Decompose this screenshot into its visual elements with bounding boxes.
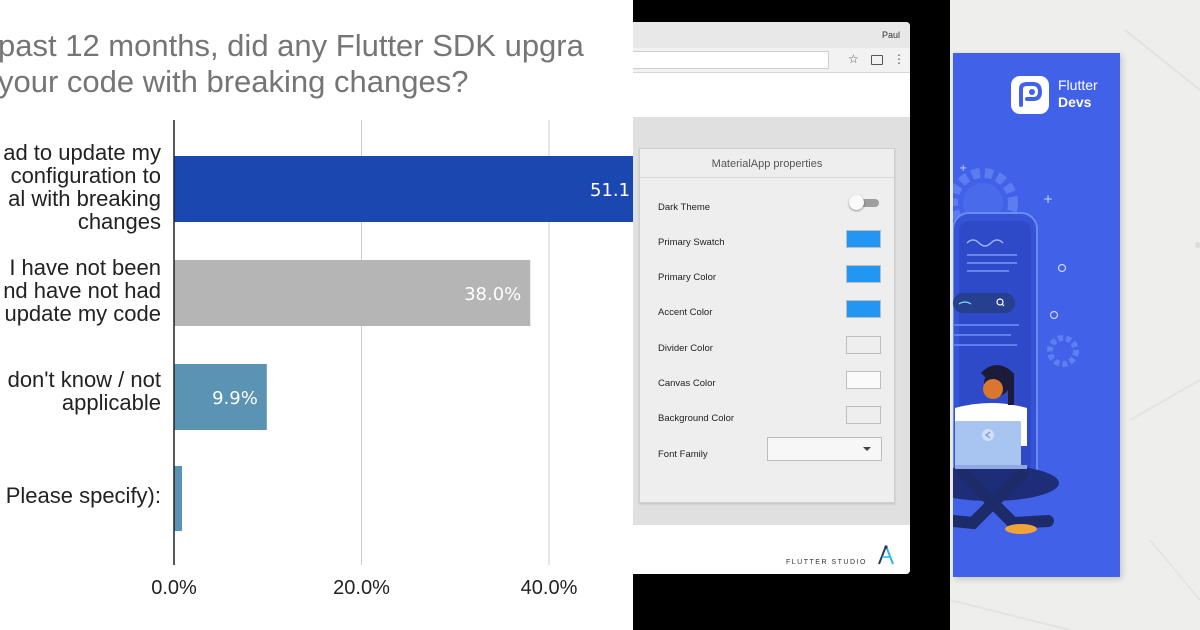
divider (640, 177, 894, 178)
property-label: Divider Color (658, 343, 713, 354)
property-row-primary-color: Primary Color (640, 265, 894, 291)
category-label-line: Please specify): (5, 483, 161, 508)
flutter-studio-brand: FLUTTER STUDIO (786, 559, 867, 566)
flutter-devs-brand: Flutter Devs (1058, 77, 1098, 111)
category-label-line: configuration to (10, 163, 161, 188)
flutter-devs-logo-icon (1011, 76, 1049, 114)
chart-title-line-1: past 12 months, did any Flutter SDK upgr… (0, 28, 584, 63)
back-arrow-icon (984, 431, 991, 439)
properties-panel: MaterialApp properties Dark Theme Primar… (639, 148, 895, 503)
property-label: Primary Color (658, 272, 717, 283)
browser-window: Paul ☆ ⋮ MaterialApp properties Dark The… (633, 22, 910, 574)
property-row-accent-color: Accent Color (640, 300, 894, 326)
tick-label: 40.0% (521, 577, 578, 599)
property-row-dark-theme: Dark Theme (640, 195, 894, 221)
search-icon (996, 298, 1005, 307)
studio-footer: FLUTTER STUDIO (633, 525, 910, 574)
browser-address-bar: ☆ ⋮ (633, 48, 910, 73)
properties-panel-title: MaterialApp properties (711, 158, 823, 170)
property-label: Dark Theme (658, 202, 711, 213)
category-label: I have not been nd have not had update my … (3, 256, 161, 325)
category-label-line: changes (77, 209, 161, 234)
menu-icon[interactable]: ⋮ (893, 52, 905, 66)
property-row-background-color: Background Color (640, 406, 894, 432)
cast-icon[interactable] (871, 55, 883, 65)
survey-bar-chart: 51.1 38.0% 9.9% 0.0% 20.0% 40.0% (151, 120, 633, 599)
divider-color-picker[interactable] (846, 336, 881, 354)
tick-label: 0.0% (151, 577, 197, 599)
category-label: ad to update my configuration to al with b… (3, 141, 161, 233)
profile-name[interactable]: Paul (881, 30, 900, 40)
data-label: 9.9% (212, 388, 258, 409)
data-label: 38.0% (464, 284, 521, 305)
url-field[interactable] (633, 51, 829, 69)
tick-label: 20.0% (333, 577, 390, 599)
paper-texture (950, 29, 1200, 630)
bar (174, 364, 267, 430)
category-label-line: applicable (61, 390, 161, 415)
chart-title-line-2: your code with breaking changes? (0, 64, 469, 99)
app-toolbar (633, 73, 910, 117)
data-label: 51.1 (590, 180, 630, 201)
developer-illustration: + + (953, 163, 1079, 534)
survey-chart-panel: 51.1 38.0% 9.9% 0.0% 20.0% 40.0% past 12 mont… (0, 0, 633, 630)
bar (174, 466, 182, 531)
chevron-down-icon[interactable] (863, 447, 871, 451)
brand-line-1: Flutter (1058, 77, 1098, 93)
category-label-line: update my code (4, 301, 161, 326)
category-label-line: I have not been (9, 255, 161, 280)
property-row-primary-swatch: Primary Swatch (640, 230, 894, 256)
flutter-studio-panel: Paul ☆ ⋮ MaterialApp properties Dark The… (633, 0, 950, 630)
workspace: MaterialApp properties Dark Theme Primar… (633, 117, 910, 525)
primary-color-picker[interactable] (846, 265, 881, 283)
property-row-divider-color: Divider Color (640, 336, 894, 362)
category-label: don't know / not applicable (8, 368, 161, 414)
toggle-thumb[interactable] (849, 195, 864, 210)
property-row-canvas-color: Canvas Color (640, 371, 894, 397)
flutter-devs-card: + + (953, 53, 1120, 577)
accent-color-picker[interactable] (846, 300, 881, 318)
star-icon[interactable]: ☆ (848, 52, 859, 66)
canvas-color-picker[interactable] (846, 371, 881, 389)
font-family-select[interactable] (767, 437, 882, 461)
category-label-line: al with breaking (8, 186, 161, 211)
dark-theme-toggle[interactable] (849, 195, 879, 210)
flutter-devs-panel: + + (950, 0, 1200, 630)
svg-text:+: + (959, 163, 967, 174)
primary-swatch-color-picker[interactable] (846, 230, 881, 248)
property-label: Accent Color (658, 307, 713, 318)
brand-line-2: Devs (1058, 94, 1092, 110)
property-row-font-family: Font Family (640, 437, 894, 468)
category-label-line: don't know / not (7, 367, 161, 392)
svg-text:+: + (1043, 192, 1053, 206)
chart-title: past 12 months, did any Flutter SDK upgr… (0, 28, 633, 100)
category-label: Please specify): (6, 484, 161, 507)
bar (174, 260, 531, 326)
category-label-line: ad to update my (3, 140, 161, 165)
property-label: Font Family (658, 449, 708, 460)
bar (174, 156, 633, 222)
category-label-line: nd have not had (3, 278, 161, 303)
browser-titlebar: Paul (633, 22, 910, 48)
background-color-picker[interactable] (846, 406, 881, 424)
property-label: Primary Swatch (658, 237, 725, 248)
flutter-studio-logo-icon (878, 545, 894, 565)
property-label: Canvas Color (658, 378, 716, 389)
property-label: Background Color (658, 413, 735, 424)
